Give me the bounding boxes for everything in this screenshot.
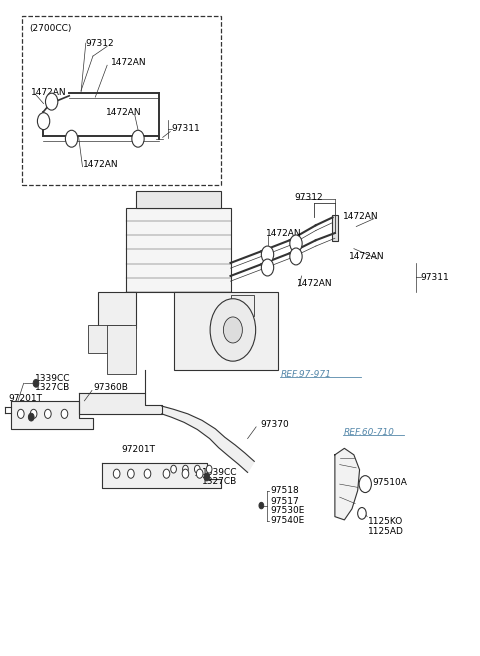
Circle shape — [144, 469, 151, 478]
Text: 1327CB: 1327CB — [35, 383, 70, 392]
Polygon shape — [335, 448, 360, 520]
Polygon shape — [162, 406, 254, 472]
Bar — [332, 215, 338, 241]
Text: 1472AN: 1472AN — [106, 108, 142, 117]
Circle shape — [196, 469, 203, 478]
Bar — [88, 325, 131, 353]
Bar — [22, 16, 221, 185]
Text: 1472AN: 1472AN — [83, 159, 118, 169]
Text: 97370: 97370 — [261, 420, 289, 429]
Circle shape — [28, 413, 34, 421]
Circle shape — [46, 93, 58, 110]
Text: (2700CC): (2700CC) — [29, 24, 71, 33]
Bar — [97, 292, 136, 328]
Circle shape — [30, 409, 37, 419]
Bar — [107, 325, 136, 373]
Text: 1472AN: 1472AN — [349, 252, 385, 261]
Text: 97530E: 97530E — [271, 506, 305, 515]
Text: 97311: 97311 — [420, 273, 449, 282]
Text: 1472AN: 1472AN — [297, 279, 333, 288]
Circle shape — [259, 502, 264, 509]
Circle shape — [223, 317, 242, 343]
Text: 97540E: 97540E — [271, 516, 305, 525]
Text: 1125KO: 1125KO — [368, 518, 403, 526]
Circle shape — [113, 469, 120, 478]
Text: 1472AN: 1472AN — [111, 58, 146, 67]
Text: 97360B: 97360B — [94, 383, 129, 392]
Circle shape — [61, 409, 68, 419]
Circle shape — [206, 465, 212, 473]
Text: 1125AD: 1125AD — [368, 527, 404, 536]
Circle shape — [359, 476, 372, 493]
Polygon shape — [79, 393, 162, 414]
Text: 97518: 97518 — [271, 486, 300, 495]
Text: 97201T: 97201T — [121, 445, 156, 454]
Text: 1472AN: 1472AN — [266, 229, 302, 238]
Text: 97312: 97312 — [86, 39, 114, 48]
Circle shape — [182, 465, 188, 473]
Circle shape — [261, 246, 274, 263]
Circle shape — [163, 469, 170, 478]
Bar — [136, 192, 221, 208]
Text: 1339CC: 1339CC — [202, 468, 238, 477]
Circle shape — [358, 508, 366, 520]
Text: REF.60-710: REF.60-710 — [343, 428, 394, 437]
Circle shape — [290, 248, 302, 265]
Circle shape — [45, 409, 51, 419]
Text: 1327CB: 1327CB — [202, 477, 237, 486]
Text: 97517: 97517 — [271, 497, 300, 506]
Text: 1472AN: 1472AN — [31, 88, 67, 97]
Bar — [126, 208, 230, 292]
Circle shape — [290, 235, 302, 252]
Text: 1472AN: 1472AN — [342, 212, 378, 220]
Circle shape — [204, 473, 210, 481]
Bar — [230, 295, 254, 316]
Circle shape — [132, 131, 144, 147]
Text: REF.97-971: REF.97-971 — [280, 371, 331, 379]
Text: 97311: 97311 — [171, 125, 200, 133]
Text: 97201T: 97201T — [9, 394, 42, 403]
Polygon shape — [12, 401, 93, 429]
Circle shape — [65, 131, 78, 147]
Circle shape — [33, 379, 39, 387]
Circle shape — [194, 465, 200, 473]
Circle shape — [37, 113, 50, 130]
Text: 97312: 97312 — [295, 194, 323, 203]
Circle shape — [171, 465, 177, 473]
Circle shape — [182, 469, 189, 478]
Polygon shape — [102, 463, 221, 488]
Text: 97510A: 97510A — [372, 478, 407, 487]
Circle shape — [210, 298, 256, 361]
Bar — [174, 292, 278, 370]
Circle shape — [261, 259, 274, 276]
Circle shape — [128, 469, 134, 478]
Text: 1339CC: 1339CC — [35, 374, 71, 383]
Circle shape — [17, 409, 24, 419]
